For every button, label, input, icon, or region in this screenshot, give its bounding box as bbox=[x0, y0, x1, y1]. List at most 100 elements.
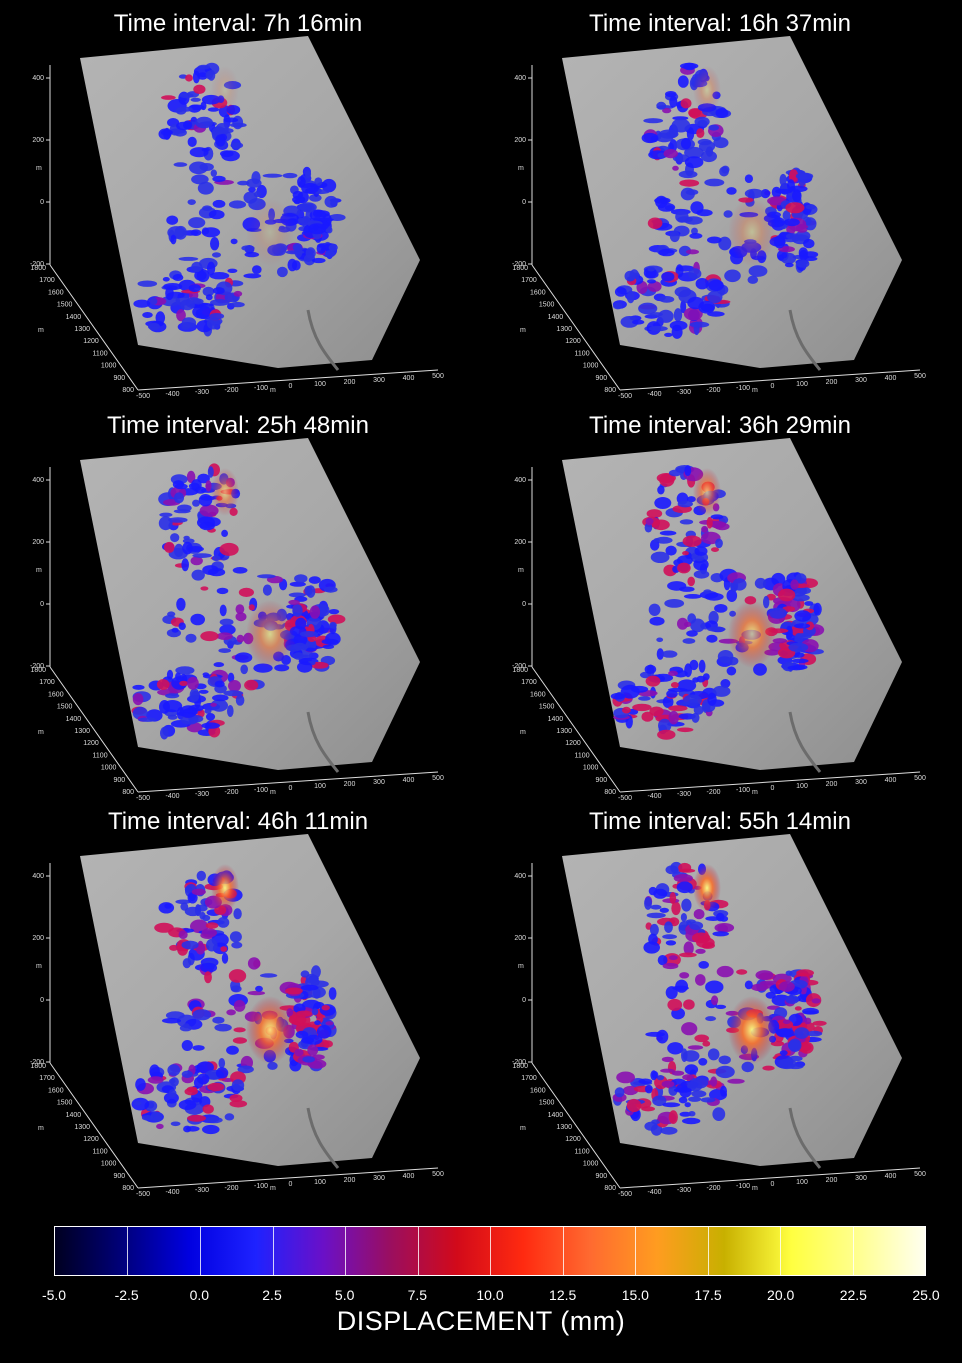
vertical-tick-label: -200 bbox=[30, 1059, 44, 1066]
colorbar-tick: -5.0 bbox=[41, 1287, 67, 1303]
horizontal-tick-label: -100 bbox=[736, 787, 750, 794]
horizontal-tick-label: -300 bbox=[677, 389, 691, 396]
depth-tick-label: 1400 bbox=[66, 716, 82, 723]
horizontal-tick-label: 0 bbox=[771, 1181, 775, 1188]
colorbar-tick-labels: -5.0 -2.5 0.0 2.5 5.0 7.5 10.0 12.5 15.0 17.5 20.0… bbox=[0, 1287, 962, 1307]
terrain-3d-plot: 400 200 0 -200 m 1800 1700 1600 1500 1400 1300 1200… bbox=[30, 834, 444, 1198]
depth-tick-label: 1300 bbox=[556, 1124, 572, 1131]
depth-tick-label: 1500 bbox=[539, 1100, 555, 1107]
max-displacement-zone bbox=[728, 600, 776, 668]
vertical-tick-label: -200 bbox=[512, 663, 526, 670]
horizontal-tick-label: 0 bbox=[289, 383, 293, 390]
depth-tick-label: 1400 bbox=[66, 1112, 82, 1119]
horizontal-tick-label: 200 bbox=[826, 379, 838, 386]
terrain-gully bbox=[306, 1107, 340, 1169]
horizontal-tick-label: 300 bbox=[855, 377, 867, 384]
vertical-tick-label: 0 bbox=[40, 199, 44, 206]
horizontal-tick-label: 100 bbox=[314, 381, 326, 388]
horizontal-tick-label: -200 bbox=[224, 789, 238, 796]
depth-tick-label: 900 bbox=[596, 777, 608, 784]
colorbar-divider bbox=[562, 1227, 564, 1275]
horizontal-tick-label: 500 bbox=[432, 1171, 444, 1178]
horizontal-tick-label: -100 bbox=[736, 385, 750, 392]
displacement-overlay bbox=[610, 465, 825, 740]
depth-tick-label: 1500 bbox=[57, 302, 73, 309]
horizontal-tick-label: 100 bbox=[314, 783, 326, 790]
horizontal-tick-label: 100 bbox=[796, 1179, 808, 1186]
terrain-gully bbox=[306, 309, 340, 371]
secondary-displacement-zone bbox=[693, 468, 721, 516]
horizontal-axis-label: m bbox=[270, 789, 276, 796]
secondary-displacement-zone bbox=[211, 66, 239, 114]
horizontal-tick-label: -200 bbox=[224, 387, 238, 394]
depth-tick-label: 1600 bbox=[48, 289, 64, 296]
depth-tick-label: 1100 bbox=[93, 752, 108, 759]
max-displacement-zone bbox=[728, 198, 776, 266]
horizontal-tick-label: 300 bbox=[855, 1175, 867, 1182]
panel-3: Time interval: 25h 48min 400 200 0 -200 m 1800… bbox=[8, 412, 468, 807]
colorbar-divider bbox=[127, 1227, 129, 1275]
depth-tick-label: 1300 bbox=[556, 326, 572, 333]
vertical-tick-label: 0 bbox=[40, 997, 44, 1004]
depth-tick-label: 800 bbox=[122, 789, 134, 796]
vertical-tick-label: -200 bbox=[512, 1059, 526, 1066]
depth-tick-label: 1700 bbox=[521, 1075, 537, 1082]
horizontal-tick-label: -100 bbox=[254, 1183, 268, 1190]
depth-axis-label: m bbox=[38, 327, 44, 334]
horizontal-tick-label: -500 bbox=[136, 795, 150, 802]
depth-tick-label: 1200 bbox=[83, 1136, 99, 1143]
panel-6: Time interval: 55h 14min 400 200 0 -200 m 1800… bbox=[490, 808, 950, 1203]
horizontal-tick-label: 200 bbox=[826, 1177, 838, 1184]
displacement-overlay bbox=[133, 62, 346, 337]
panel-title: Time interval: 36h 29min bbox=[589, 412, 851, 439]
depth-tick-label: 1300 bbox=[74, 1124, 90, 1131]
horizontal-tick-label: 400 bbox=[403, 777, 415, 784]
depth-axis-label: m bbox=[38, 1125, 44, 1132]
vertical-tick-label: -200 bbox=[30, 261, 44, 268]
secondary-displacement-zone bbox=[211, 468, 239, 516]
colorbar-tick: 15.0 bbox=[621, 1287, 649, 1303]
terrain-gully bbox=[788, 309, 822, 371]
max-displacement-zone bbox=[246, 996, 294, 1064]
terrain-surface bbox=[80, 834, 420, 1166]
depth-tick-label: 900 bbox=[114, 777, 126, 784]
vertical-tick-label: 400 bbox=[32, 873, 44, 880]
depth-axis-label: m bbox=[520, 1125, 526, 1132]
horizontal-tick-label: 400 bbox=[885, 777, 897, 784]
vertical-tick-label: 0 bbox=[40, 601, 44, 608]
secondary-displacement-zone bbox=[211, 864, 239, 912]
panel-5: Time interval: 46h 11min 400 200 0 -200 m 1800… bbox=[8, 808, 468, 1203]
terrain-gully bbox=[306, 711, 340, 773]
colorbar-tick: 12.5 bbox=[549, 1287, 577, 1303]
depth-tick-label: 1800 bbox=[512, 667, 528, 674]
colorbar-tick: 22.5 bbox=[839, 1287, 867, 1303]
depth-tick-label: 1200 bbox=[565, 1136, 581, 1143]
depth-tick-label: 1400 bbox=[548, 314, 564, 321]
horizontal-tick-label: 200 bbox=[344, 379, 356, 386]
colorbar-title: DISPLACEMENT (mm) bbox=[336, 1306, 626, 1336]
horizontal-tick-label: 400 bbox=[403, 1173, 415, 1180]
horizontal-tick-label: -200 bbox=[706, 789, 720, 796]
displacement-overlay bbox=[612, 62, 819, 339]
terrain-surface bbox=[562, 834, 902, 1166]
colorbar-divider bbox=[344, 1227, 346, 1275]
vertical-tick-label: 0 bbox=[522, 997, 526, 1004]
horizontal-tick-label: 100 bbox=[796, 381, 808, 388]
colorbar-divider bbox=[199, 1227, 201, 1275]
terrain-3d-plot: 400 200 0 -200 m 1800 1700 1600 1500 1400 1300 1200… bbox=[30, 438, 444, 802]
depth-tick-label: 1100 bbox=[93, 1148, 108, 1155]
vertical-tick-label: 400 bbox=[32, 75, 44, 82]
depth-tick-label: 1600 bbox=[48, 1087, 64, 1094]
colorbar-tick: 20.0 bbox=[767, 1287, 795, 1303]
horizontal-axis-label: m bbox=[752, 789, 758, 796]
depth-tick-label: 1300 bbox=[74, 728, 90, 735]
depth-tick-label: 1000 bbox=[101, 363, 117, 370]
secondary-displacement-zone bbox=[693, 66, 721, 114]
depth-tick-label: 1400 bbox=[548, 1112, 564, 1119]
panel-2: Time interval: 16h 37min 400 200 0 -200 m 1800… bbox=[490, 10, 950, 405]
depth-tick-label: 1000 bbox=[101, 765, 117, 772]
depth-tick-label: 1800 bbox=[512, 1063, 528, 1070]
horizontal-axis-label: m bbox=[752, 387, 758, 394]
displacement-overlay bbox=[131, 864, 337, 1135]
depth-tick-label: 1700 bbox=[39, 1075, 55, 1082]
